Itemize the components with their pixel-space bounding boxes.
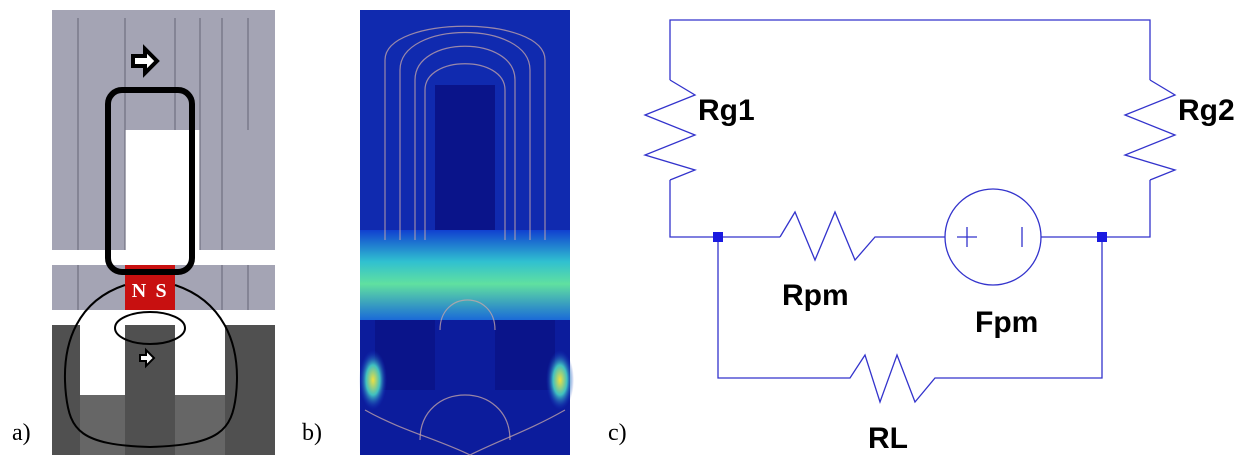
label-rl: RL <box>868 422 908 455</box>
resistor-rpm <box>780 212 945 260</box>
wire <box>670 20 1150 80</box>
panel-label: b) <box>302 420 322 446</box>
tooth-field <box>495 320 555 390</box>
label-fpm: Fpm <box>975 306 1038 339</box>
hot-spot <box>359 350 387 410</box>
panel-label: a) <box>12 420 31 446</box>
label-rg2: Rg2 <box>1178 94 1235 127</box>
label-rg1: Rg1 <box>698 94 755 127</box>
left-leg <box>52 130 125 250</box>
resistor-rg2 <box>1125 80 1175 180</box>
right-leg <box>200 130 275 250</box>
magnet-field <box>360 230 570 320</box>
yoke <box>52 10 275 130</box>
source-signs <box>957 227 1022 247</box>
node <box>713 232 723 242</box>
resistor-rg1 <box>645 80 695 180</box>
label-rpm: Rpm <box>782 279 849 312</box>
wire <box>670 180 780 237</box>
panel-a: N S a) <box>12 10 275 455</box>
node <box>1097 232 1107 242</box>
figure: N S a) b) <box>0 0 1260 466</box>
hot-spot <box>546 350 574 410</box>
resistor-rl <box>718 237 1102 402</box>
panel-c: Rg1 Rg2 Rpm Fpm RL c) <box>608 20 1235 455</box>
north-pole: N <box>132 280 147 302</box>
south-pole: S <box>155 280 166 302</box>
panel-b: b) <box>302 10 574 455</box>
panel-label: c) <box>608 420 627 446</box>
wire <box>1041 180 1150 237</box>
core <box>435 85 495 230</box>
